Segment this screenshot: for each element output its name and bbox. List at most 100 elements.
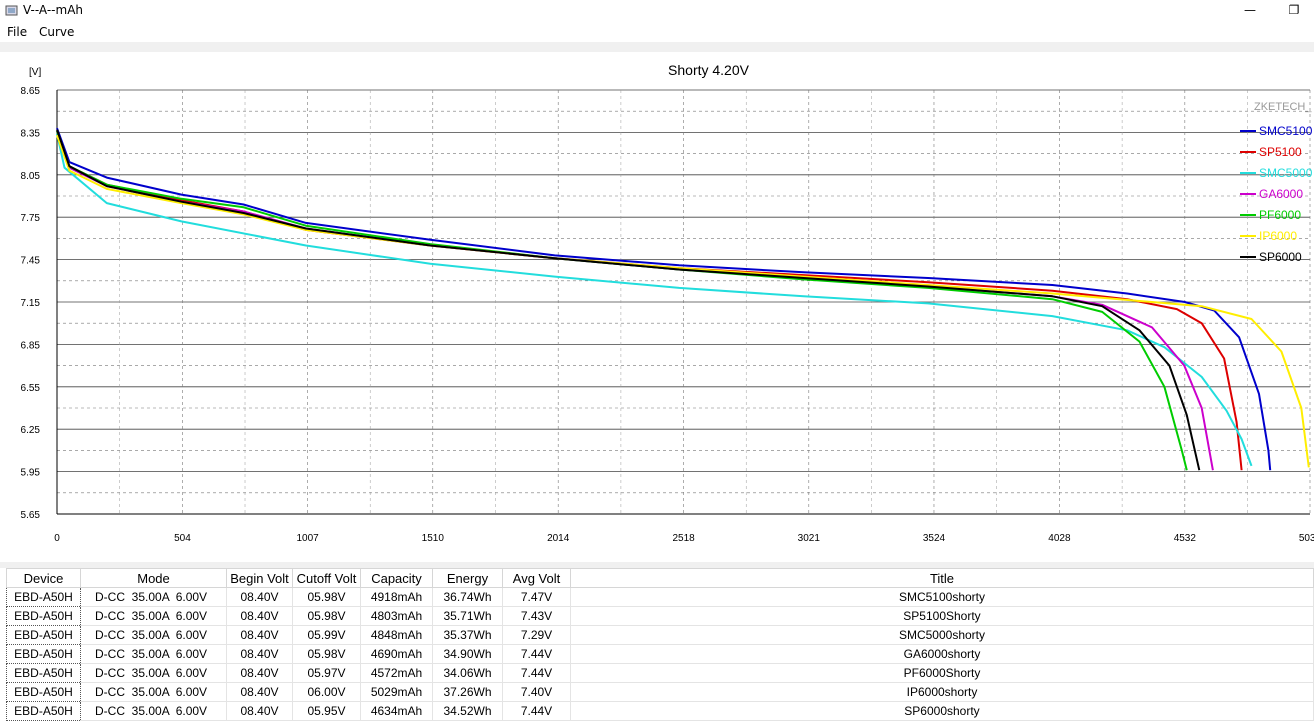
cell-title: GA6000shorty xyxy=(570,644,1314,664)
cell-mode: D-CC 35.00A 6.00V xyxy=(80,606,227,626)
cell-capacity: 4803mAh xyxy=(360,606,433,626)
cell-energy: 34.90Wh xyxy=(432,644,503,664)
legend-item-sp6000: SP6000 xyxy=(1259,250,1302,264)
cell-energy: 36.74Wh xyxy=(432,587,503,607)
table-row[interactable]: EBD-A50H D-CC 35.00A 6.00V 08.40V 05.95V 463… xyxy=(6,701,1314,721)
cell-title: SP6000shorty xyxy=(570,701,1314,721)
x-tick-label: 1510 xyxy=(422,533,445,544)
x-tick-label: 3524 xyxy=(923,533,946,544)
column-header-mode[interactable]: Mode xyxy=(80,568,227,588)
table-header-row: Device Mode Begin Volt Cutoff Volt Capacity E… xyxy=(6,568,1314,588)
series-line-ip6000 xyxy=(56,134,1310,468)
app-icon xyxy=(5,5,18,16)
y-tick-label: 6.25 xyxy=(21,425,41,436)
cell-title: SP5100Shorty xyxy=(570,606,1314,626)
cell-mode: D-CC 35.00A 6.00V xyxy=(80,644,227,664)
discharge-chart: 8.65 8.35 8.05 7.75 7.45 7.15 6.85 6.55 6.25 5.95… xyxy=(21,62,1314,544)
cell-capacity: 5029mAh xyxy=(360,682,433,702)
y-tick-label: 8.05 xyxy=(21,171,41,182)
cell-title: IP6000shorty xyxy=(570,682,1314,702)
separator-band xyxy=(0,562,1314,568)
legend-item-pf6000: PF6000 xyxy=(1259,208,1301,222)
legend-item-ga6000: GA6000 xyxy=(1259,187,1303,201)
cell-avg-volt: 7.29V xyxy=(502,625,571,645)
cell-device: EBD-A50H xyxy=(6,701,81,721)
cell-capacity: 4634mAh xyxy=(360,701,433,721)
cell-device: EBD-A50H xyxy=(6,644,81,664)
legend-item-smc5000: SMC5000 xyxy=(1259,166,1313,180)
cell-mode: D-CC 35.00A 6.00V xyxy=(80,701,227,721)
cell-avg-volt: 7.43V xyxy=(502,606,571,626)
column-header-capacity[interactable]: Capacity xyxy=(360,568,433,588)
cell-energy: 35.37Wh xyxy=(432,625,503,645)
cell-capacity: 4848mAh xyxy=(360,625,433,645)
column-header-cutoff-volt[interactable]: Cutoff Volt xyxy=(292,568,361,588)
y-tick-label: 5.95 xyxy=(21,468,41,479)
cell-avg-volt: 7.44V xyxy=(502,701,571,721)
series-line-smc5000 xyxy=(56,133,1253,467)
column-header-avg-volt[interactable]: Avg Volt xyxy=(502,568,571,588)
y-axis-unit: [V] xyxy=(29,67,41,78)
menu-file[interactable]: File xyxy=(7,25,28,39)
menu-curve[interactable]: Curve xyxy=(39,25,75,39)
series-line-sp6000 xyxy=(56,129,1201,471)
legend-item-sp5100: SP5100 xyxy=(1259,145,1302,159)
cell-begin-volt: 08.40V xyxy=(226,682,293,702)
cell-begin-volt: 08.40V xyxy=(226,701,293,721)
legend-item-ip6000: IP6000 xyxy=(1259,229,1297,243)
table-row[interactable]: EBD-A50H D-CC 35.00A 6.00V 08.40V 06.00V 502… xyxy=(6,682,1314,702)
cell-cutoff-volt: 05.98V xyxy=(292,587,361,607)
cell-mode: D-CC 35.00A 6.00V xyxy=(80,682,227,702)
column-header-device[interactable]: Device xyxy=(6,568,81,588)
cell-begin-volt: 08.40V xyxy=(226,606,293,626)
cell-mode: D-CC 35.00A 6.00V xyxy=(80,625,227,645)
cell-capacity: 4918mAh xyxy=(360,587,433,607)
cell-energy: 34.06Wh xyxy=(432,663,503,683)
cell-title: SMC5100shorty xyxy=(570,587,1314,607)
cell-avg-volt: 7.44V xyxy=(502,663,571,683)
menu-bar: File Curve xyxy=(0,22,1314,42)
cell-cutoff-volt: 05.98V xyxy=(292,606,361,626)
cell-begin-volt: 08.40V xyxy=(226,663,293,683)
chart-panel: 8.65 8.35 8.05 7.75 7.45 7.15 6.85 6.55 6.25 5.95… xyxy=(6,52,1314,562)
restore-button[interactable]: ❐ xyxy=(1288,3,1300,17)
table-row[interactable]: EBD-A50H D-CC 35.00A 6.00V 08.40V 05.98V 469… xyxy=(6,644,1314,664)
cell-device: EBD-A50H xyxy=(6,625,81,645)
table-row[interactable]: EBD-A50H D-CC 35.00A 6.00V 08.40V 05.97V 457… xyxy=(6,663,1314,683)
y-tick-label: 7.75 xyxy=(21,213,41,224)
column-header-begin-volt[interactable]: Begin Volt xyxy=(226,568,293,588)
cell-begin-volt: 08.40V xyxy=(226,587,293,607)
x-tick-label: 0 xyxy=(54,533,60,544)
separator xyxy=(0,42,1314,52)
window-title: V--A--mAh xyxy=(23,3,84,17)
title-bar: V--A--mAh — ❐ xyxy=(0,0,1314,22)
column-header-title[interactable]: Title xyxy=(570,568,1314,588)
table-row[interactable]: EBD-A50H D-CC 35.00A 6.00V 08.40V 05.98V 491… xyxy=(6,587,1314,607)
results-table-panel: Device Mode Begin Volt Cutoff Volt Capacity E… xyxy=(6,568,1314,722)
table-row[interactable]: EBD-A50H D-CC 35.00A 6.00V 08.40V 05.99V 484… xyxy=(6,625,1314,645)
cell-mode: D-CC 35.00A 6.00V xyxy=(80,663,227,683)
chart-title: Shorty 4.20V xyxy=(668,62,750,78)
cell-device: EBD-A50H xyxy=(6,682,81,702)
cell-device: EBD-A50H xyxy=(6,587,81,607)
minimize-button[interactable]: — xyxy=(1244,3,1256,17)
cell-title: SMC5000shorty xyxy=(570,625,1314,645)
cell-avg-volt: 7.44V xyxy=(502,644,571,664)
x-tick-label: 2518 xyxy=(672,533,695,544)
cell-capacity: 4690mAh xyxy=(360,644,433,664)
results-table: Device Mode Begin Volt Cutoff Volt Capacity E… xyxy=(6,568,1314,721)
cell-device: EBD-A50H xyxy=(6,663,81,683)
cell-energy: 35.71Wh xyxy=(432,606,503,626)
legend-item-smc5100: SMC5100 xyxy=(1259,124,1313,138)
cell-begin-volt: 08.40V xyxy=(226,625,293,645)
cell-avg-volt: 7.47V xyxy=(502,587,571,607)
column-header-energy[interactable]: Energy xyxy=(432,568,503,588)
cell-mode: D-CC 35.00A 6.00V xyxy=(80,587,227,607)
y-tick-label: 6.55 xyxy=(21,383,41,394)
series-line-smc5100 xyxy=(56,127,1272,471)
table-row[interactable]: EBD-A50H D-CC 35.00A 6.00V 08.40V 05.98V 480… xyxy=(6,606,1314,626)
cell-cutoff-volt: 05.99V xyxy=(292,625,361,645)
cell-avg-volt: 7.40V xyxy=(502,682,571,702)
cell-device: EBD-A50H xyxy=(6,606,81,626)
y-tick-label: 5.65 xyxy=(21,510,41,521)
